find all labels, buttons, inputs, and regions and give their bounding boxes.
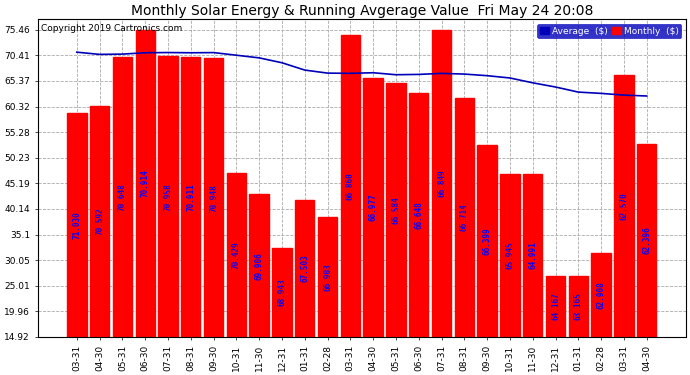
Text: 71.030: 71.030	[72, 211, 81, 239]
Text: 68.943: 68.943	[277, 279, 286, 306]
Bar	[364, 78, 383, 337]
Text: 66.860: 66.860	[346, 172, 355, 200]
Text: 62.570: 62.570	[620, 192, 629, 220]
Text: 70.429: 70.429	[232, 241, 241, 269]
Bar	[158, 56, 178, 337]
Bar	[204, 58, 224, 337]
Bar	[67, 113, 86, 337]
Bar	[295, 200, 315, 337]
Bar	[500, 174, 520, 337]
Text: 62.908: 62.908	[597, 281, 606, 309]
Text: 64.991: 64.991	[529, 242, 538, 269]
Text: 66.584: 66.584	[391, 196, 400, 224]
Bar	[181, 57, 201, 337]
Text: 70.911: 70.911	[186, 183, 195, 211]
Bar	[318, 217, 337, 337]
Text: 66.714: 66.714	[460, 204, 469, 231]
Bar	[614, 75, 633, 337]
Text: 66.903: 66.903	[323, 263, 332, 291]
Bar	[432, 30, 451, 337]
Bar	[227, 173, 246, 337]
Title: Monthly Solar Energy & Running Avgerage Value  Fri May 24 20:08: Monthly Solar Energy & Running Avgerage …	[130, 4, 593, 18]
Bar	[477, 145, 497, 337]
Bar	[569, 276, 588, 337]
Bar	[455, 98, 474, 337]
Text: Copyright 2019 Cartronics.com: Copyright 2019 Cartronics.com	[41, 24, 182, 33]
Bar	[135, 30, 155, 337]
Legend: Average  ($), Monthly  ($): Average ($), Monthly ($)	[538, 24, 681, 38]
Text: 69.906: 69.906	[255, 252, 264, 279]
Bar	[250, 194, 269, 337]
Text: 70.914: 70.914	[141, 170, 150, 197]
Text: 63.165: 63.165	[574, 292, 583, 320]
Text: 70.958: 70.958	[164, 183, 172, 210]
Text: 70.592: 70.592	[95, 207, 104, 235]
Text: 62.396: 62.396	[642, 226, 651, 254]
Text: 70.648: 70.648	[118, 183, 127, 211]
Text: 66.849: 66.849	[437, 170, 446, 197]
Bar	[637, 144, 656, 337]
Bar	[386, 83, 406, 337]
Bar	[90, 106, 109, 337]
Bar	[591, 253, 611, 337]
Bar	[409, 93, 428, 337]
Bar	[341, 34, 360, 337]
Bar	[523, 174, 542, 337]
Bar	[112, 57, 132, 337]
Text: 65.945: 65.945	[505, 242, 515, 269]
Text: 66.648: 66.648	[414, 201, 423, 229]
Text: 66.977: 66.977	[368, 194, 377, 221]
Text: 64.167: 64.167	[551, 292, 560, 320]
Text: 70.948: 70.948	[209, 184, 218, 211]
Bar	[546, 276, 565, 337]
Text: 67.503: 67.503	[300, 254, 309, 282]
Bar	[273, 248, 292, 337]
Text: 66.399: 66.399	[482, 227, 491, 255]
